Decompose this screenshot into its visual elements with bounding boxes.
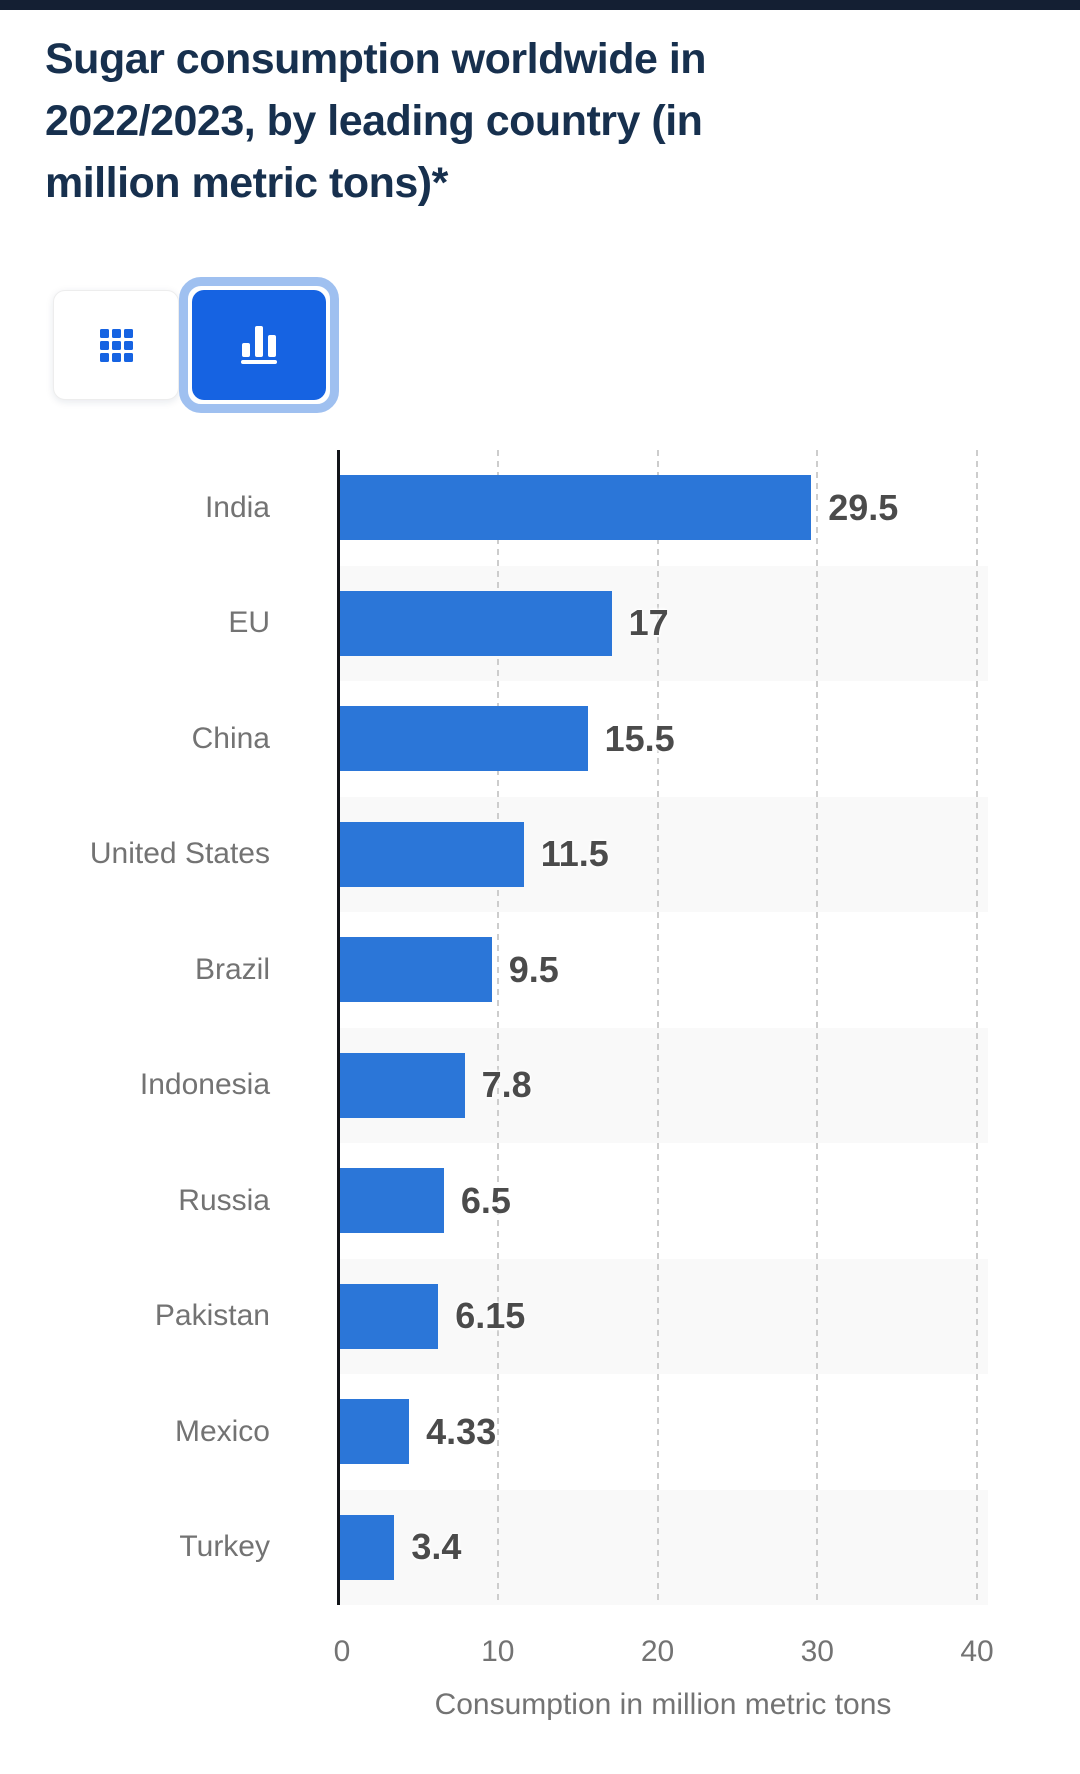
category-label: Mexico	[174, 1414, 270, 1448]
bar	[340, 1168, 444, 1234]
value-label: 3.4	[411, 1526, 462, 1568]
category-label: EU	[228, 606, 270, 640]
bar	[340, 590, 612, 656]
value-label: 17	[628, 602, 669, 644]
value-label: 15.5	[604, 717, 675, 759]
bar	[340, 1052, 465, 1118]
bar	[340, 821, 524, 887]
x-tick-label: 30	[800, 1635, 834, 1668]
gridline	[656, 450, 659, 1605]
x-axis-title: Consumption in million metric tons	[434, 1688, 892, 1721]
table-view-button[interactable]	[53, 290, 179, 400]
category-label: Pakistan	[154, 1299, 270, 1333]
value-label: 11.5	[540, 833, 609, 875]
bar	[340, 1283, 439, 1349]
value-label: 7.8	[481, 1064, 532, 1106]
gridline	[816, 450, 819, 1605]
category-label: Turkey	[179, 1530, 270, 1564]
category-label: Indonesia	[139, 1068, 270, 1102]
chart-view-selected-ring	[179, 277, 339, 413]
bar-chart-icon	[241, 326, 277, 364]
x-tick-label: 0	[333, 1635, 351, 1668]
page-title: Sugar consumption worldwide in 2022/2023…	[45, 35, 707, 207]
value-label: 6.5	[460, 1179, 511, 1221]
category-label: Brazil	[194, 952, 270, 986]
category-label: United States	[89, 837, 270, 871]
category-label: India	[204, 490, 270, 524]
x-tick-label: 10	[481, 1635, 515, 1668]
x-tick-label: 40	[960, 1635, 994, 1668]
gridline	[976, 450, 978, 1605]
table-grid-icon	[99, 328, 133, 362]
value-label: 6.15	[455, 1295, 526, 1337]
row-band	[338, 1489, 988, 1605]
bar	[340, 1399, 410, 1465]
row-band	[338, 1258, 988, 1374]
gridline	[496, 450, 499, 1605]
chart-view-button[interactable]	[192, 290, 326, 400]
x-tick-label: 20	[640, 1635, 675, 1668]
bar	[340, 1514, 395, 1580]
y-axis-line	[337, 450, 340, 1605]
value-label: 29.5	[828, 486, 899, 528]
bar	[340, 475, 812, 541]
category-label: China	[191, 721, 270, 755]
bar	[340, 706, 588, 772]
bar	[340, 937, 492, 1003]
category-label: Russia	[178, 1183, 270, 1217]
value-label: 9.5	[508, 948, 559, 990]
value-label: 4.33	[426, 1410, 497, 1452]
top-accent-bar	[0, 0, 1080, 10]
